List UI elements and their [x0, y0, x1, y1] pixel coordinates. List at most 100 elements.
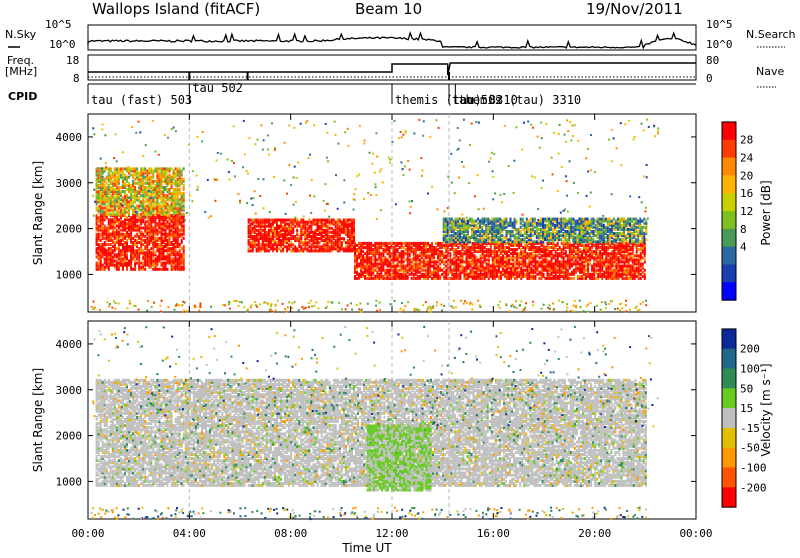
heatmap-cell [597, 273, 599, 276]
heatmap-cell [484, 267, 486, 270]
heatmap-cell [502, 254, 504, 257]
heatmap-cell [543, 273, 545, 276]
heatmap-cell [183, 225, 185, 228]
heatmap-cell [156, 229, 158, 232]
heatmap-cell [636, 244, 638, 247]
heatmap-cell [114, 231, 116, 234]
heatmap-cell [268, 229, 270, 232]
heatmap-cell [437, 248, 439, 251]
heatmap-cell [471, 218, 473, 221]
heatmap-cell [386, 258, 388, 261]
heatmap-cell [630, 252, 632, 255]
heatmap-cell [158, 237, 160, 240]
heatmap-cell [441, 258, 443, 261]
heatmap-cell [122, 167, 124, 170]
heatmap-cell [611, 246, 613, 249]
heatmap-cell [256, 233, 258, 236]
heatmap-cell [620, 265, 622, 268]
heatmap-cell [308, 219, 310, 222]
heatmap-cell [167, 167, 169, 170]
heatmap-cell [114, 264, 116, 267]
heatmap-cell [161, 190, 163, 193]
heatmap-cell [362, 250, 364, 253]
heatmap-cell [506, 230, 508, 233]
heatmap-cell [173, 231, 175, 234]
heatmap-cell [508, 254, 510, 257]
heatmap-cell [110, 194, 112, 197]
heatmap-cell [108, 243, 110, 246]
heatmap-cell [138, 172, 140, 175]
heatmap-cell [171, 167, 173, 170]
heatmap-cell [146, 198, 148, 201]
heatmap-cell [134, 182, 136, 185]
heatmap-cell [128, 245, 130, 248]
heatmap-cell [399, 273, 401, 276]
heatmap-cell [417, 242, 419, 245]
heatmap-cell [171, 192, 173, 195]
heatmap-cell [136, 190, 138, 193]
heatmap-cell [181, 247, 183, 250]
heatmap-cell [165, 200, 167, 203]
heatmap-cell [126, 184, 128, 187]
heatmap-cell [167, 268, 169, 271]
heatmap-cell [161, 196, 163, 199]
heatmap-cell [474, 254, 476, 257]
heatmap-cell [254, 225, 256, 228]
heatmap-cell [308, 245, 310, 248]
heatmap-cell [104, 266, 106, 269]
heatmap-cell [439, 267, 441, 270]
heatmap-cell [583, 244, 585, 247]
heatmap-cell [156, 268, 158, 271]
heatmap-cell [140, 266, 142, 269]
heatmap-cell [526, 263, 528, 266]
heatmap-cell [405, 252, 407, 255]
heatmap-cell [262, 233, 264, 236]
heatmap-cell [579, 275, 581, 278]
heatmap-cell [161, 268, 163, 271]
heatmap-cell [618, 256, 620, 259]
heatmap-cell [106, 243, 108, 246]
heatmap-cell [541, 260, 543, 263]
heatmap-cell [112, 245, 114, 248]
heatmap-cell [167, 203, 169, 206]
heatmap-cell [522, 238, 524, 241]
heatmap-cell [148, 249, 150, 252]
heatmap-cell [591, 265, 593, 268]
heatmap-cell [179, 216, 181, 219]
heatmap-cell [382, 275, 384, 278]
heatmap-cell [169, 222, 171, 225]
heatmap-cell [532, 240, 534, 243]
heatmap-cell [282, 233, 284, 236]
heatmap-cell [510, 218, 512, 221]
heatmap-cell [384, 242, 386, 245]
heatmap-cell [468, 273, 470, 276]
heatmap-cell [437, 265, 439, 268]
heatmap-cell [453, 220, 455, 223]
heatmap-cell [425, 269, 427, 272]
heatmap-cell [319, 241, 321, 244]
heatmap-cell [177, 178, 179, 181]
heatmap-cell [599, 250, 601, 253]
heatmap-cell [282, 219, 284, 222]
heatmap-cell [163, 262, 165, 265]
heatmap-cell [98, 233, 100, 236]
heatmap-cell [595, 277, 597, 280]
heatmap-cell [504, 260, 506, 263]
heatmap-cell [501, 238, 503, 241]
heatmap-cell [520, 230, 522, 233]
heatmap-cell [501, 234, 503, 237]
heatmap-cell [449, 252, 451, 255]
heatmap-cell [569, 277, 571, 280]
heatmap-cell [347, 239, 349, 242]
heatmap-cell [415, 242, 417, 245]
heatmap-cell [313, 231, 315, 234]
heatmap-cell [463, 260, 465, 263]
heatmap-cell [370, 256, 372, 259]
heatmap-cell [577, 267, 579, 270]
heatmap-cell [435, 242, 437, 245]
heatmap-cell [469, 236, 471, 239]
nsky-label: N.Sky [5, 28, 37, 41]
heatmap-cell [463, 267, 465, 270]
heatmap-cell [468, 260, 470, 263]
heatmap-cell [152, 260, 154, 263]
